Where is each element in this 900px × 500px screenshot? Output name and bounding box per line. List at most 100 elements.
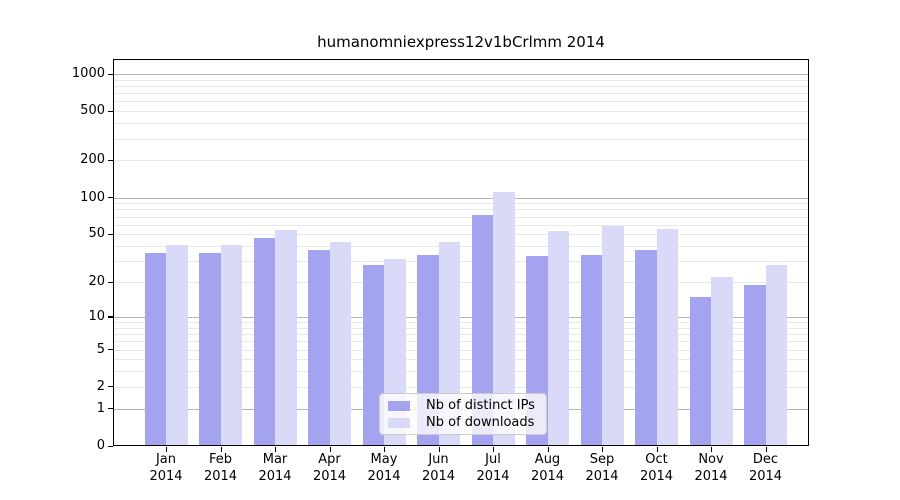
bar-nov-nb-of-distinct-ips [689, 296, 711, 446]
legend-swatch-distinct-ips [388, 400, 410, 411]
gridline-minor [114, 216, 808, 218]
x-tick-year: 2014 [530, 468, 565, 484]
y-tick-mark [108, 408, 113, 410]
bar-may-nb-of-distinct-ips [362, 264, 384, 446]
x-tick-month: Feb [208, 452, 233, 467]
bar-feb-nb-of-distinct-ips [199, 253, 221, 446]
y-tick-mark [108, 73, 113, 75]
legend: Nb of distinct IPs Nb of downloads [379, 393, 547, 435]
bar-dec-nb-of-downloads [765, 264, 787, 446]
x-tick-mark [765, 447, 767, 452]
x-tick-month: Aug [534, 452, 561, 467]
y-tick-label-20: 20 [88, 274, 105, 290]
y-tick-label-1: 1 [96, 400, 105, 416]
x-tick-year: 2014 [476, 468, 510, 484]
y-tick-label-200: 200 [80, 152, 105, 168]
bar-oct-nb-of-downloads [656, 229, 678, 446]
bar-sep-nb-of-downloads [602, 225, 624, 446]
y-tick-label-0: 0 [96, 438, 105, 453]
x-tick-mark [602, 447, 604, 452]
y-tick-mark [108, 197, 113, 199]
gridline-major [114, 197, 808, 199]
legend-item-distinct-ips: Nb of distinct IPs [388, 397, 538, 414]
y-tick-mark [108, 316, 113, 318]
legend-label-downloads: Nb of downloads [426, 415, 535, 430]
gridline-minor [114, 209, 808, 211]
gridline-minor [114, 79, 808, 81]
gridline-minor [114, 334, 808, 335]
gridline-minor [114, 224, 808, 226]
bar-jul-nb-of-distinct-ips [471, 215, 493, 446]
x-tick-mark [329, 447, 331, 452]
gridline-minor [114, 371, 808, 373]
x-tick-label-jun: Jun 2014 [411, 452, 467, 485]
legend-label-distinct-ips: Nb of distinct IPs [426, 398, 535, 413]
y-tick-mark [108, 233, 113, 235]
x-tick-year: 2014 [312, 468, 347, 484]
gridline-major [114, 316, 808, 318]
gridline-minor [114, 359, 808, 361]
x-tick-year: 2014 [367, 468, 401, 484]
y-tick-mark [108, 110, 113, 112]
y-tick-mark [108, 281, 113, 283]
gridline-minor [114, 123, 808, 125]
y-tick-mark [108, 349, 113, 351]
gridline-minor [114, 246, 808, 247]
gridline-minor [114, 203, 808, 205]
bar-oct-nb-of-distinct-ips [635, 250, 657, 446]
y-tick-label-100: 100 [80, 189, 105, 205]
x-tick-mark [493, 447, 495, 452]
x-tick-year: 2014 [258, 468, 292, 484]
bar-jul-nb-of-downloads [493, 191, 515, 446]
x-tick-year: 2014 [748, 468, 783, 484]
gridline-minor [114, 93, 808, 95]
y-tick-label-2: 2 [96, 378, 105, 394]
bar-nov-nb-of-downloads [711, 277, 733, 446]
bar-jan-nb-of-downloads [166, 244, 188, 446]
bar-sep-nb-of-distinct-ips [580, 254, 602, 446]
y-tick-label-500: 500 [80, 103, 105, 119]
bar-mar-nb-of-downloads [275, 230, 297, 446]
gridline-minor [114, 234, 808, 236]
gridline-minor [114, 160, 808, 162]
bar-dec-nb-of-distinct-ips [744, 284, 766, 446]
plot-frame [113, 59, 809, 446]
gridline-minor [114, 349, 808, 351]
x-tick-label-mar: Mar 2014 [247, 452, 303, 485]
x-tick-mark [275, 447, 277, 452]
y-tick-mark [108, 445, 113, 447]
x-tick-mark [166, 447, 168, 452]
x-tick-mark [656, 447, 658, 452]
x-tick-label-may: May 2014 [356, 452, 412, 485]
x-tick-month: Jul [485, 452, 501, 467]
x-tick-mark [384, 447, 386, 452]
x-tick-month: May [370, 452, 398, 467]
x-tick-label-jul: Jul 2014 [465, 452, 521, 485]
x-tick-label-oct: Oct 2014 [629, 452, 685, 485]
y-tick-label-50: 50 [88, 226, 105, 242]
y-tick-mark [108, 386, 113, 388]
gridline-minor [114, 86, 808, 87]
gridline-minor [114, 282, 808, 284]
x-tick-month: Nov [698, 452, 724, 467]
y-tick-mark [108, 159, 113, 162]
legend-item-downloads: Nb of downloads [388, 414, 538, 431]
x-tick-month: Jun [428, 452, 449, 467]
bar-jan-nb-of-distinct-ips [144, 253, 166, 446]
x-tick-year: 2014 [639, 468, 674, 484]
x-tick-month: Oct [645, 452, 668, 467]
x-tick-label-aug: Aug 2014 [520, 452, 576, 485]
x-tick-label-feb: Feb 2014 [193, 452, 249, 485]
x-tick-label-jan: Jan 2014 [138, 452, 194, 485]
gridline-minor [114, 261, 808, 263]
gridline-minor [114, 138, 808, 140]
y-tick-label-1000: 1000 [71, 66, 105, 81]
x-tick-month: Mar [262, 452, 288, 467]
x-tick-mark [438, 447, 440, 452]
x-tick-mark [711, 447, 713, 452]
bar-mar-nb-of-distinct-ips [253, 237, 275, 446]
x-tick-year: 2014 [149, 468, 183, 484]
x-tick-label-dec: Dec 2014 [738, 452, 794, 485]
gridline-minor [114, 327, 808, 329]
x-tick-mark [220, 447, 222, 452]
